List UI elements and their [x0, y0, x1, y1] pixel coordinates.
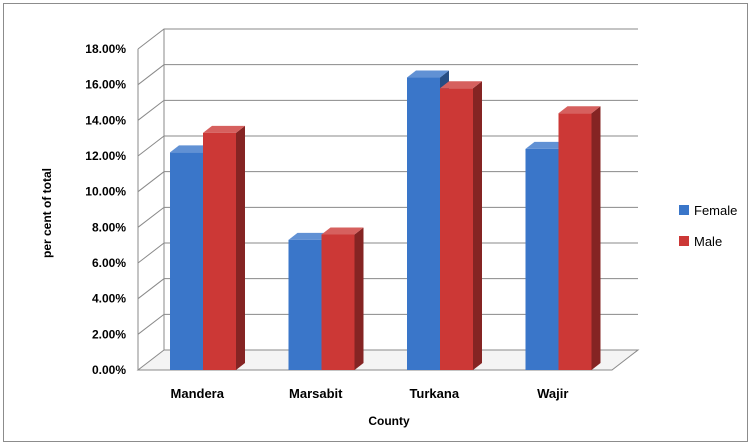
y-tick-label: 16.00% — [85, 78, 126, 92]
bar-group — [525, 106, 601, 370]
bar-group — [170, 125, 245, 370]
y-tick-label: 2.00% — [92, 327, 126, 341]
y-axis-title: per cent of total — [40, 168, 54, 258]
x-category-label: Mandera — [171, 386, 225, 401]
bar — [558, 106, 601, 370]
y-tick-label: 0.00% — [92, 363, 126, 377]
y-tick-labels: 0.00% 2.00% 4.00% 6.00% 8.00% 10.00% 12.00% 14.… — [85, 42, 126, 377]
y-tick-label: 12.00% — [85, 149, 126, 163]
x-category-label: Wajir — [537, 386, 568, 401]
y-tick-label: 4.00% — [92, 292, 126, 306]
legend-swatch — [679, 205, 689, 215]
y-tick-label: 8.00% — [92, 220, 126, 234]
y-tick-label: 14.00% — [85, 113, 126, 127]
bar — [321, 227, 364, 370]
bar-group — [407, 70, 482, 371]
gridline — [137, 28, 638, 50]
legend-label: Male — [694, 234, 722, 249]
bars — [170, 70, 601, 371]
gridline — [137, 64, 638, 86]
bar — [203, 125, 245, 370]
x-axis-title: County — [368, 414, 410, 428]
legend-item: Female — [679, 203, 737, 218]
legend-label: Female — [694, 203, 737, 218]
x-category-label: Marsabit — [289, 386, 343, 401]
legend-swatch — [679, 236, 689, 246]
legend-item: Male — [679, 234, 722, 249]
bar-group — [288, 227, 364, 370]
y-tick-label: 18.00% — [85, 42, 126, 56]
y-tick-label: 10.00% — [85, 185, 126, 199]
x-category-label: Turkana — [409, 386, 459, 401]
legend: Female Male — [679, 203, 737, 249]
y-tick-label: 6.00% — [92, 256, 126, 270]
bar — [440, 81, 482, 370]
x-category-labels: Mandera Marsabit Turkana Wajir — [171, 386, 569, 401]
